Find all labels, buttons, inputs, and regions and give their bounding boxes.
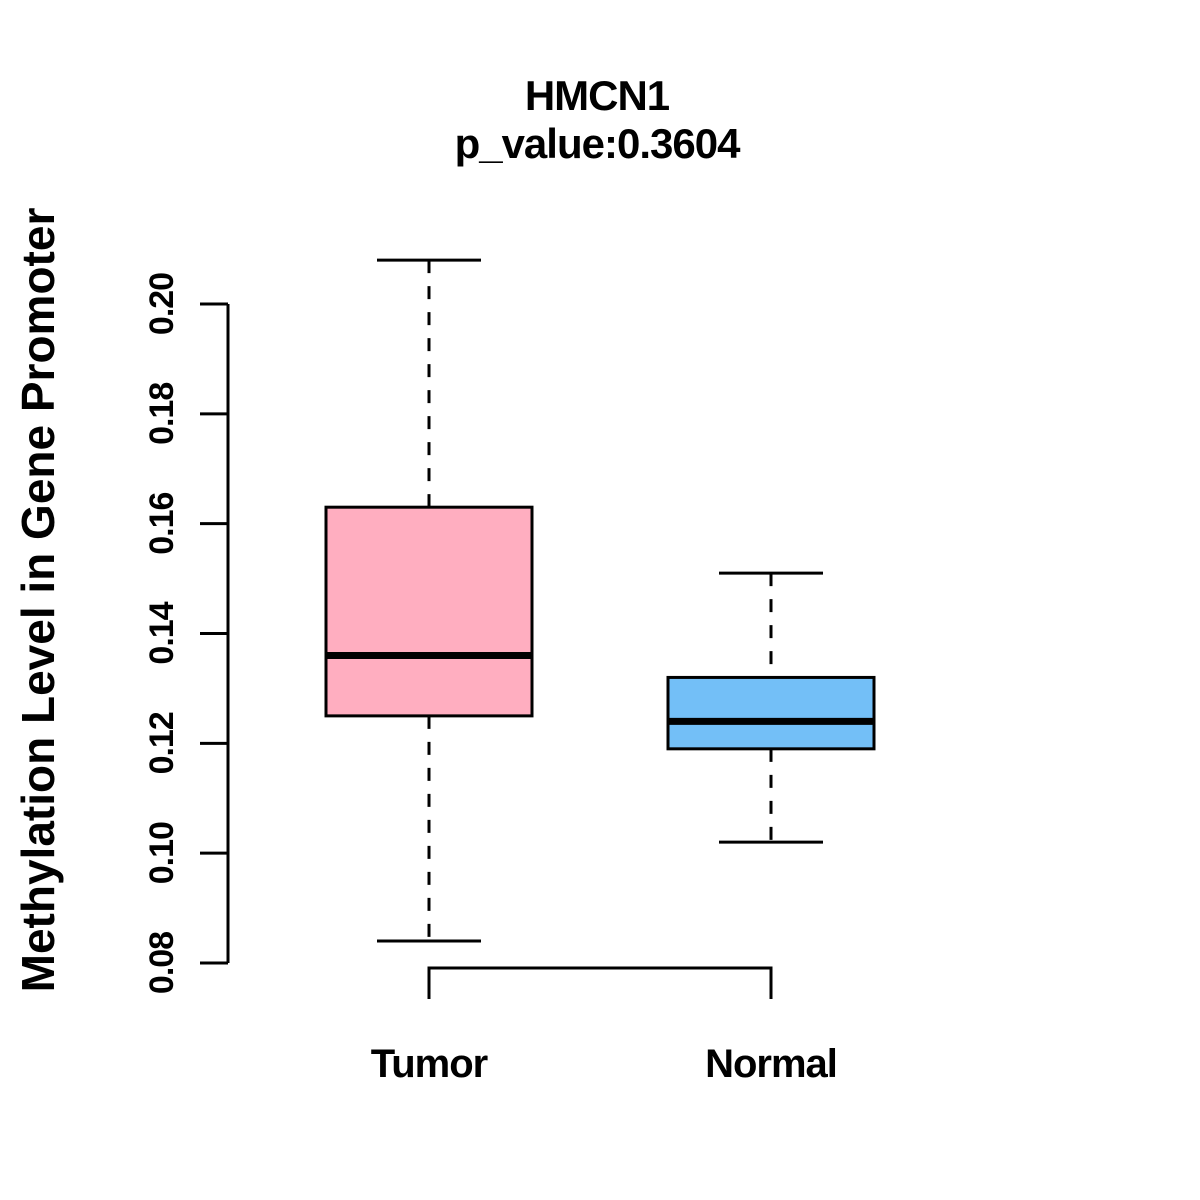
- x-category-label-tumor: Tumor: [370, 1042, 488, 1086]
- x-axis-bracket: [427, 966, 773, 999]
- y-tick-label: 0.08: [143, 932, 181, 994]
- y-tick-label: 0.12: [143, 712, 181, 774]
- y-tick-label: 0.10: [143, 822, 181, 884]
- y-tick-label: 0.20: [143, 273, 181, 335]
- normal-box: [666, 675, 876, 751]
- y-tick-label: 0.16: [143, 492, 181, 554]
- x-category-label-normal: Normal: [705, 1042, 838, 1086]
- tumor-box: [324, 505, 534, 718]
- y-tick-label: 0.18: [143, 383, 181, 445]
- chart-subtitle: p_value:0.3604: [454, 120, 741, 167]
- chart-title: HMCN1: [524, 72, 670, 119]
- y-tick-label: 0.14: [143, 601, 181, 664]
